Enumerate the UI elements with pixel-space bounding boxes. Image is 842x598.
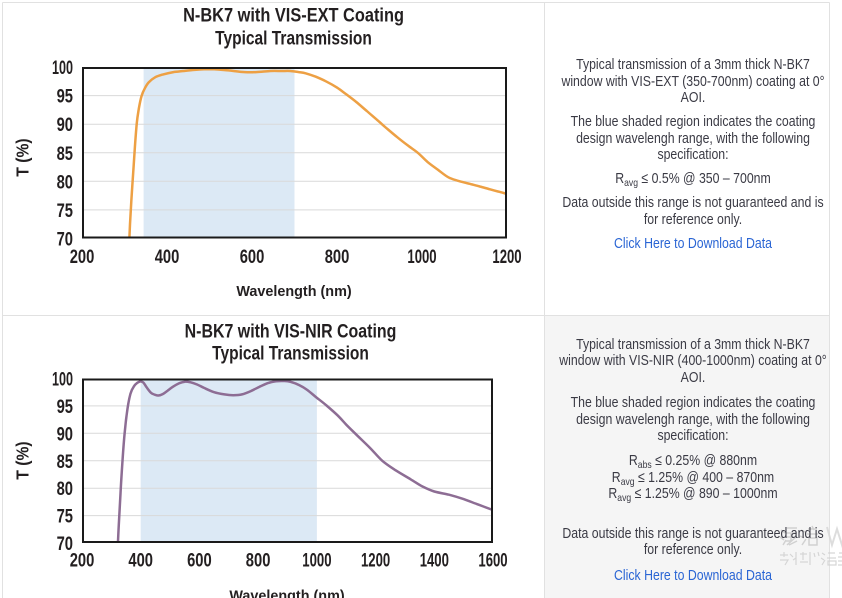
svg-text:1200: 1200: [361, 550, 390, 571]
svg-text:85: 85: [57, 451, 73, 472]
svg-text:85: 85: [57, 143, 73, 164]
svg-text:100: 100: [52, 57, 73, 78]
svg-text:80: 80: [57, 478, 73, 499]
svg-text:T (%): T (%): [12, 441, 32, 479]
svg-text:Typical Transmission: Typical Transmission: [212, 342, 369, 364]
svg-text:400: 400: [155, 246, 180, 267]
svg-text:Wavelength (nm): Wavelength (nm): [236, 284, 351, 300]
svg-text:N-BK7 with VIS-EXT Coating: N-BK7 with VIS-EXT Coating: [183, 4, 404, 25]
svg-text:600: 600: [240, 246, 265, 267]
svg-text:80: 80: [57, 172, 73, 193]
svg-text:1400: 1400: [420, 550, 449, 571]
svg-text:95: 95: [57, 396, 73, 417]
svg-text:400: 400: [128, 550, 153, 571]
svg-text:800: 800: [246, 550, 271, 571]
svg-text:1000: 1000: [407, 247, 436, 268]
svg-text:1000: 1000: [302, 550, 331, 571]
svg-text:95: 95: [57, 86, 73, 107]
svg-text:1200: 1200: [492, 247, 521, 268]
svg-text:200: 200: [70, 246, 95, 267]
svg-text:200: 200: [70, 550, 95, 571]
svg-text:600: 600: [187, 550, 212, 571]
svg-text:75: 75: [57, 200, 73, 221]
svg-text:Wavelength (nm): Wavelength (nm): [229, 588, 344, 598]
svg-text:Typical Transmission: Typical Transmission: [215, 27, 372, 49]
svg-text:70: 70: [57, 229, 73, 250]
svg-text:800: 800: [325, 246, 350, 267]
svg-text:75: 75: [57, 506, 73, 527]
svg-text:100: 100: [52, 369, 73, 390]
svg-text:90: 90: [57, 114, 73, 135]
svg-text:1600: 1600: [478, 550, 507, 571]
svg-text:70: 70: [57, 533, 73, 554]
svg-text:T (%): T (%): [12, 138, 32, 176]
svg-text:N-BK7 with VIS-NIR Coating: N-BK7 with VIS-NIR Coating: [185, 320, 397, 342]
svg-text:90: 90: [57, 424, 73, 445]
